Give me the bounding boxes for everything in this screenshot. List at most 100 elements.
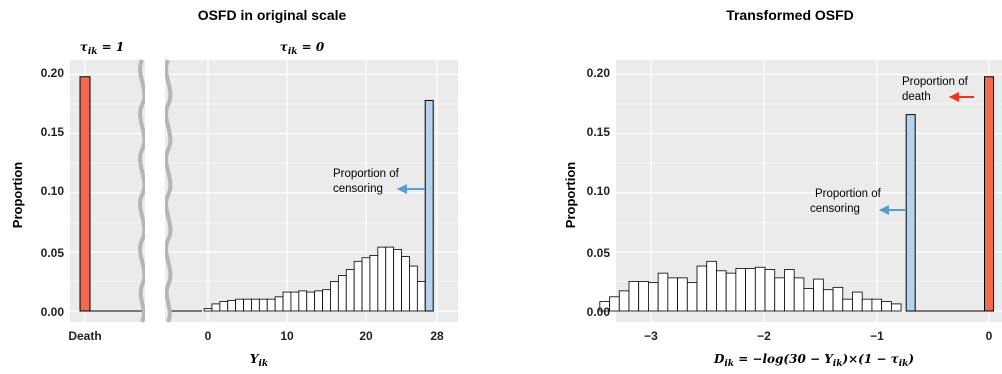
histogram-bar [211,303,221,312]
histogram-bar [861,298,873,312]
histogram-bar [330,281,339,312]
annotation-line: death [902,91,931,103]
histogram-bar [298,290,308,312]
right-y-ticks: 0.00 0.05 0.10 0.15 0.20 [587,66,611,319]
histogram-bar [822,289,834,312]
histogram-bar [266,298,276,312]
death-bar [79,76,91,312]
histogram-bar [716,270,727,312]
histogram-bar [745,268,756,312]
histogram-bar [686,282,698,312]
x-tick-label: 10 [280,329,294,343]
right-death-annotation: Proportion of death [902,76,974,103]
histogram-bar [609,296,620,312]
histogram-bar [648,282,659,312]
histogram-bar [409,265,418,312]
right-chart-title: Transformed OSFD [726,7,854,23]
right-bars [599,76,994,312]
x-tick-label: 20 [359,329,373,343]
histogram-bar [345,269,355,312]
histogram-bar [385,246,395,312]
histogram-bar [754,266,766,312]
histogram-bar [793,277,805,312]
y-tick-label: 0.20 [41,66,65,80]
left-chart-title: OSFD in original scale [198,7,347,23]
annotation-line: Proportion of [902,76,969,88]
histogram-bar [258,298,268,312]
y-tick-label: 0.00 [587,305,611,319]
censoring-bar [424,99,434,312]
histogram-bar [890,303,902,312]
histogram-bar [764,269,776,312]
histogram-bar [638,281,649,312]
annotation-line: Proportion of [333,168,400,180]
x-tick-label: 0 [986,329,993,343]
y-tick-label: 0.00 [41,305,65,319]
axis-break [138,59,173,323]
left-x-axis-label: Yik [250,352,268,369]
histogram-bar [696,265,708,312]
histogram-bar [628,281,640,312]
histogram-bar [784,269,795,312]
histogram-bar [667,277,678,312]
death-bar [984,76,994,312]
x-tick-label: −1 [870,329,884,343]
left-y-ticks: 0.00 0.05 0.10 0.15 0.20 [41,66,65,319]
histogram-bar [227,299,237,312]
histogram-bar [401,256,410,312]
histogram-bar [290,291,300,312]
histogram-bar [251,298,260,312]
histogram-bar [274,296,284,312]
x-tick-label: −3 [644,329,658,343]
histogram-bar [314,290,323,312]
histogram-bar [871,298,883,312]
histogram-bar [369,254,379,312]
histogram-bar [377,246,387,312]
histogram-bar [203,308,213,312]
histogram-bar [881,301,892,312]
histogram-bar [353,260,363,312]
histogram-bar [219,301,229,312]
histogram-bar [361,257,371,312]
x-tick-label: 0 [205,329,212,343]
left-bars [79,76,434,312]
y-tick-label: 0.05 [41,246,65,260]
histogram-bar [243,298,252,312]
annotation-line: censoring [810,203,860,215]
histogram-bar [832,286,844,312]
y-tick-label: 0.10 [41,184,65,198]
histogram-bar [337,275,347,312]
annotation-line: Proportion of [815,188,882,200]
histogram-bar [235,298,244,312]
right-censoring-annotation: Proportion of censoring [810,188,905,215]
histogram-bar [657,272,669,312]
histogram-bar [416,281,426,312]
histogram-bar [813,278,824,312]
annotation-line: censoring [333,183,383,195]
y-tick-label: 0.05 [587,246,611,260]
x-tick-label: −2 [757,329,771,343]
histogram-bar [618,290,630,312]
left-censoring-annotation: Proportion of censoring [333,168,425,195]
histogram-bar [852,291,863,312]
x-tick-label: 28 [430,329,444,343]
censoring-bar [905,114,916,312]
y-tick-label: 0.15 [41,125,65,139]
left-chart: OSFD in original scale τik = 1 τik = 0 P… [10,7,458,369]
histogram-bar [322,289,331,312]
histogram-bar [282,291,292,312]
histogram-bar [706,260,717,312]
histogram-bar [735,268,746,312]
y-tick-label: 0.20 [587,66,611,80]
right-chart: Transformed OSFD Proportion 0.00 0.05 0.… [563,7,1002,369]
histogram-bar [774,277,785,312]
left-y-axis-label: Proportion [10,162,25,228]
right-x-axis-label: Dik = −log(30 − Yik)×(1 − τik) [713,352,914,369]
histogram-bar [393,249,402,312]
y-tick-label: 0.15 [587,125,611,139]
left-x-ticks: Death 0 10 20 28 [68,329,444,343]
histogram-bar [842,298,853,312]
histogram-bar [306,291,316,312]
left-segment-label-alive: τik = 0 [280,40,325,57]
